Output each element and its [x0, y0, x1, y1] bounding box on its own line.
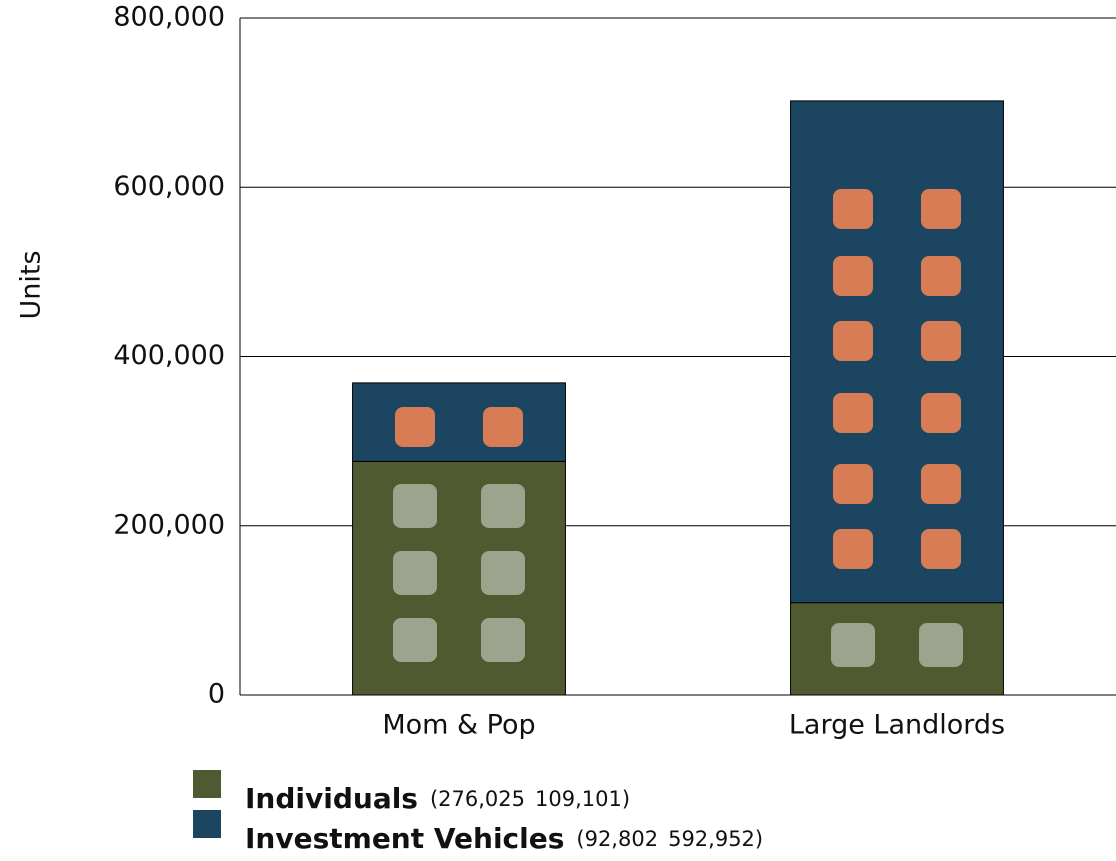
y-tick-label: 800,000: [113, 2, 225, 33]
window: [919, 623, 963, 667]
window: [393, 484, 437, 528]
window: [833, 464, 873, 504]
legend-value: 592,952): [668, 827, 763, 851]
window: [833, 189, 873, 229]
window: [921, 529, 961, 569]
window: [921, 321, 961, 361]
bar-segment: [791, 603, 1004, 695]
y-axis-label: Units: [16, 250, 47, 319]
window: [481, 484, 525, 528]
x-tick-label: Mom & Pop: [382, 710, 535, 741]
window: [831, 623, 875, 667]
window: [393, 618, 437, 662]
bar-segment: [353, 461, 566, 695]
legend-entry: Investment Vehicles (92,802 592,952): [245, 822, 763, 855]
legend-name: Individuals: [245, 782, 418, 815]
legend-swatch: [193, 770, 221, 798]
window: [481, 618, 525, 662]
legend-name: Investment Vehicles: [245, 822, 564, 855]
window: [481, 551, 525, 595]
window: [921, 393, 961, 433]
window: [921, 189, 961, 229]
window: [833, 256, 873, 296]
window: [833, 529, 873, 569]
bar-segment: [791, 101, 1004, 603]
window: [833, 393, 873, 433]
window: [483, 407, 523, 447]
y-tick-label: 600,000: [113, 171, 225, 202]
y-tick-label: 0: [208, 679, 225, 710]
window: [921, 256, 961, 296]
y-tick-label: 200,000: [113, 509, 225, 540]
window: [393, 551, 437, 595]
legend-value: (92,802: [576, 827, 658, 851]
window: [921, 464, 961, 504]
window: [395, 407, 435, 447]
window: [833, 321, 873, 361]
legend-swatch: [193, 810, 221, 838]
y-tick-label: 400,000: [113, 340, 225, 371]
legend-entry: Individuals (276,025 109,101): [245, 782, 630, 815]
chart: Units 0 200,000 400,000 600,000 800,000 Mom &…: [0, 0, 1116, 861]
x-tick-label: Large Landlords: [789, 710, 1005, 741]
bar-segment: [353, 383, 566, 462]
legend-value: (276,025: [430, 787, 525, 811]
legend-value: 109,101): [535, 787, 630, 811]
